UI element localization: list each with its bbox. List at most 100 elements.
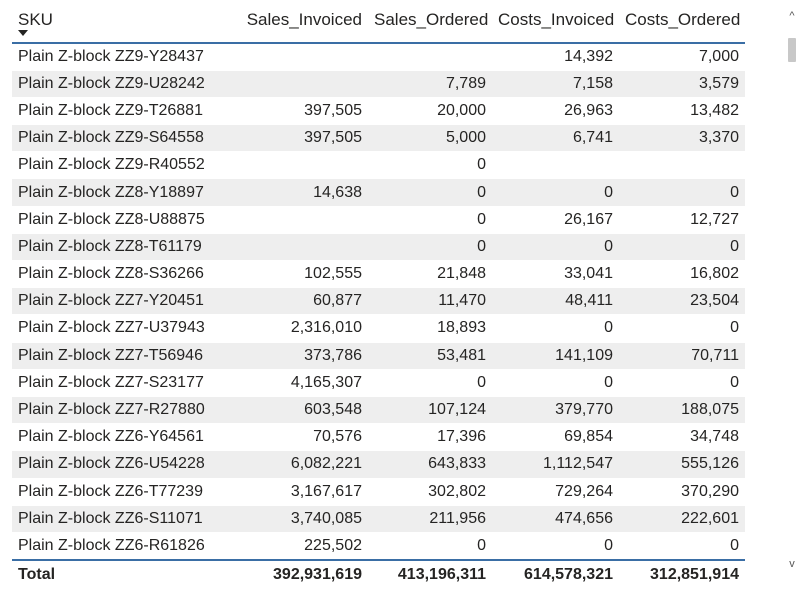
table-row[interactable]: Plain Z-block ZZ8-Y18897 14,638 0 0 0 [12, 178, 745, 207]
cell-sales-invoiced [233, 70, 368, 98]
cell-costs-ordered: 34,748 [619, 423, 745, 452]
column-header-sales-invoiced[interactable]: Sales_Invoiced [233, 0, 368, 44]
cell-sales-invoiced [233, 43, 368, 71]
table-row[interactable]: Plain Z-block ZZ9-U28242 7,789 7,158 3,579 [12, 70, 745, 98]
cell-sku: Plain Z-block ZZ7-U37943 [12, 314, 233, 343]
cell-sku: Plain Z-block ZZ6-U54228 [12, 450, 233, 479]
column-header-label: Sales_Invoiced [246, 10, 362, 29]
cell-sales-invoiced: 225,502 [233, 532, 368, 561]
cell-costs-invoiced: 729,264 [492, 478, 619, 506]
total-sales-ordered: 413,196,311 [368, 558, 492, 590]
table-row[interactable]: Plain Z-block ZZ6-T77239 3,167,617 302,802… [12, 478, 745, 506]
table-row[interactable]: Plain Z-block ZZ7-Y20451 60,877 11,470 48,4… [12, 287, 745, 316]
total-sales-invoiced: 392,931,619 [233, 558, 368, 590]
cell-sku: Plain Z-block ZZ9-R40552 [12, 151, 233, 180]
cell-sku: Plain Z-block ZZ9-U28242 [12, 70, 233, 98]
column-header-sku[interactable]: SKU [12, 0, 233, 44]
table-row[interactable]: Plain Z-block ZZ7-T56946 373,786 53,481 141… [12, 342, 745, 370]
table-row[interactable]: Plain Z-block ZZ7-U37943 2,316,010 18,893 0… [12, 314, 745, 343]
cell-costs-ordered: 0 [619, 178, 745, 207]
cell-sales-ordered: 53,481 [368, 342, 492, 370]
cell-costs-invoiced: 69,854 [492, 423, 619, 452]
cell-costs-ordered: 16,802 [619, 260, 745, 289]
table-row[interactable]: Plain Z-block ZZ6-Y64561 70,576 17,396 69,8… [12, 423, 745, 452]
cell-sales-invoiced: 14,638 [233, 178, 368, 207]
cell-costs-ordered: 370,290 [619, 478, 745, 506]
cell-sales-invoiced [233, 206, 368, 234]
total-costs-ordered: 312,851,914 [619, 558, 745, 590]
table-row[interactable]: Plain Z-block ZZ6-U54228 6,082,221 643,833… [12, 450, 745, 479]
cell-costs-invoiced: 0 [492, 314, 619, 343]
column-header-costs-ordered[interactable]: Costs_Ordered [619, 0, 745, 44]
cell-sku: Plain Z-block ZZ8-U88875 [12, 206, 233, 234]
sort-descending-icon[interactable] [18, 30, 28, 36]
cell-sales-invoiced: 3,167,617 [233, 478, 368, 506]
table-row[interactable]: Plain Z-block ZZ8-T61179 0 0 0 [12, 233, 745, 262]
cell-costs-invoiced: 141,109 [492, 342, 619, 370]
chevron-up-icon[interactable]: ^ [789, 10, 795, 22]
cell-costs-invoiced: 0 [492, 178, 619, 207]
cell-sku: Plain Z-block ZZ6-R61826 [12, 532, 233, 561]
cell-sales-invoiced: 60,877 [233, 287, 368, 316]
cell-sku: Plain Z-block ZZ8-Y18897 [12, 178, 233, 207]
cell-costs-ordered [619, 151, 745, 180]
cell-costs-ordered: 12,727 [619, 206, 745, 234]
cell-costs-invoiced: 0 [492, 532, 619, 561]
cell-costs-invoiced: 48,411 [492, 287, 619, 316]
cell-costs-ordered: 23,504 [619, 287, 745, 316]
cell-sales-invoiced: 2,316,010 [233, 314, 368, 343]
cell-costs-invoiced: 379,770 [492, 396, 619, 425]
table-row[interactable]: Plain Z-block ZZ9-R40552 0 [12, 151, 745, 180]
table-row[interactable]: Plain Z-block ZZ6-R61826 225,502 0 0 0 [12, 532, 745, 561]
cell-costs-invoiced: 474,656 [492, 505, 619, 533]
cell-costs-ordered: 3,370 [619, 124, 745, 153]
cell-sales-ordered: 20,000 [368, 97, 492, 126]
table-row[interactable]: Plain Z-block ZZ7-R27880 603,548 107,124 37… [12, 396, 745, 425]
cell-costs-ordered: 0 [619, 532, 745, 561]
cell-costs-ordered: 13,482 [619, 97, 745, 126]
column-header-sales-ordered[interactable]: Sales_Ordered [368, 0, 492, 44]
cell-sales-invoiced: 70,576 [233, 423, 368, 452]
cell-sales-invoiced: 3,740,085 [233, 505, 368, 533]
cell-costs-invoiced: 14,392 [492, 43, 619, 71]
cell-costs-ordered: 3,579 [619, 70, 745, 98]
cell-sku: Plain Z-block ZZ7-T56946 [12, 342, 233, 370]
cell-sales-invoiced [233, 151, 368, 180]
table-row[interactable]: Plain Z-block ZZ8-S36266 102,555 21,848 33,… [12, 260, 745, 289]
total-costs-invoiced: 614,578,321 [492, 558, 619, 590]
cell-sales-ordered: 7,789 [368, 70, 492, 98]
cell-sku: Plain Z-block ZZ9-Y28437 [12, 43, 233, 71]
table-row[interactable]: Plain Z-block ZZ9-T26881 397,505 20,000 26,… [12, 97, 745, 126]
column-header-costs-invoiced[interactable]: Costs_Invoiced [492, 0, 619, 44]
table-row[interactable]: Plain Z-block ZZ6-S11071 3,740,085 211,956… [12, 505, 745, 533]
cell-costs-ordered: 0 [619, 233, 745, 262]
cell-sku: Plain Z-block ZZ6-T77239 [12, 478, 233, 506]
cell-costs-invoiced: 7,158 [492, 70, 619, 98]
table-row[interactable]: Plain Z-block ZZ9-Y28437 14,392 7,000 [12, 43, 745, 71]
vertical-scrollbar[interactable]: ^ v [785, 10, 799, 570]
cell-sales-ordered: 11,470 [368, 287, 492, 316]
cell-sales-invoiced: 603,548 [233, 396, 368, 425]
chevron-down-icon[interactable]: v [789, 558, 795, 570]
table-row[interactable]: Plain Z-block ZZ7-S23177 4,165,307 0 0 0 [12, 369, 745, 397]
total-label: Total [12, 558, 233, 590]
cell-sales-invoiced: 6,082,221 [233, 450, 368, 479]
data-table: SKU Sales_Invoiced Sales_Ordered Costs_I… [12, 0, 745, 590]
cell-sales-ordered: 0 [368, 178, 492, 207]
cell-sku: Plain Z-block ZZ7-Y20451 [12, 287, 233, 316]
cell-sales-invoiced: 102,555 [233, 260, 368, 289]
cell-sales-ordered: 0 [368, 206, 492, 234]
cell-costs-ordered: 222,601 [619, 505, 745, 533]
cell-sales-ordered: 21,848 [368, 260, 492, 289]
table-row[interactable]: Plain Z-block ZZ8-U88875 0 26,167 12,727 [12, 206, 745, 234]
cell-costs-invoiced: 0 [492, 369, 619, 397]
column-header-label: Sales_Ordered [374, 10, 489, 29]
cell-sales-ordered: 0 [368, 369, 492, 397]
cell-costs-invoiced: 33,041 [492, 260, 619, 289]
cell-sales-invoiced: 4,165,307 [233, 369, 368, 397]
cell-costs-ordered: 7,000 [619, 43, 745, 71]
scrollbar-thumb[interactable] [788, 38, 796, 62]
table-row[interactable]: Plain Z-block ZZ9-S64558 397,505 5,000 6,74… [12, 124, 745, 153]
column-header-label: Costs_Ordered [625, 10, 741, 29]
cell-costs-invoiced: 0 [492, 233, 619, 262]
